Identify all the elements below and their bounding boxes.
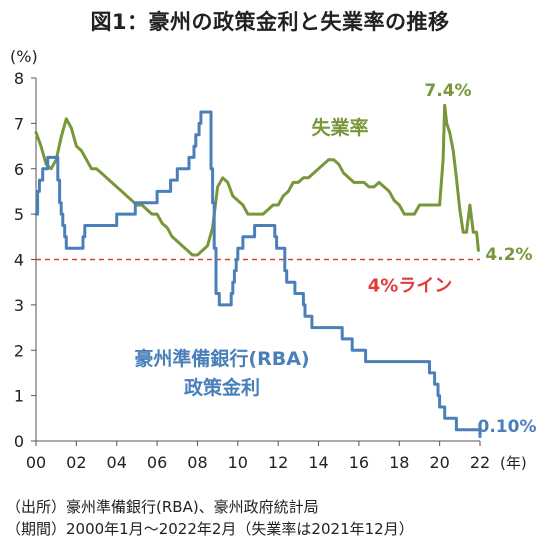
y-tick-label: 2 bbox=[14, 341, 24, 360]
x-tick-label: 18 bbox=[389, 453, 409, 472]
x-tick-label: 16 bbox=[349, 453, 369, 472]
y-unit-label: (%) bbox=[10, 47, 38, 66]
x-unit-label: (年) bbox=[500, 454, 527, 472]
source-note: （出所）豪州準備銀行(RBA)、豪州政府統計局 bbox=[6, 498, 319, 516]
x-tick-label: 08 bbox=[187, 453, 207, 472]
x-tick-label: 20 bbox=[429, 453, 449, 472]
x-tick-label: 04 bbox=[107, 453, 127, 472]
unemployment-end-label: 4.2% bbox=[485, 245, 532, 265]
annotations: 失業率 7.4% 4.2% 豪州準備銀行(RBA) 政策金利 0.10% bbox=[134, 81, 536, 437]
policy-series-label-line2: 政策金利 bbox=[184, 376, 260, 399]
reference-line-label: 4%ライン bbox=[368, 276, 453, 297]
period-note: （期間）2000年1月～2022年2月（失業率は2021年12月） bbox=[6, 520, 414, 538]
unemployment-series-label: 失業率 bbox=[311, 116, 368, 139]
policy-series-label-line1: 豪州準備銀行(RBA) bbox=[134, 347, 309, 370]
chart-title: 図1：豪州の政策金利と失業率の推移 bbox=[90, 10, 450, 34]
y-tick-label: 5 bbox=[14, 205, 24, 224]
y-tick-label: 0 bbox=[14, 432, 24, 451]
y-tick-label: 6 bbox=[14, 160, 24, 179]
y-tick-label: 3 bbox=[14, 296, 24, 315]
y-tick-label: 7 bbox=[14, 114, 24, 133]
unemployment-rate-line bbox=[34, 103, 480, 257]
x-tick-label: 06 bbox=[147, 453, 167, 472]
unemployment-peak-label: 7.4% bbox=[424, 81, 471, 101]
x-tick-label: 14 bbox=[308, 453, 328, 472]
series-lines bbox=[34, 103, 482, 438]
x-tick-label: 22 bbox=[470, 453, 490, 472]
policy-end-label: 0.10% bbox=[478, 417, 537, 437]
y-tick-label: 8 bbox=[14, 69, 24, 88]
policy-rate-line bbox=[34, 110, 482, 438]
x-tick-label: 12 bbox=[268, 453, 288, 472]
y-tick-label: 1 bbox=[14, 387, 24, 406]
reference-line-group: 4%ライン bbox=[36, 258, 480, 297]
x-tick-label: 10 bbox=[228, 453, 248, 472]
y-tick-label: 4 bbox=[14, 251, 24, 270]
x-tick-label: 02 bbox=[66, 453, 86, 472]
x-tick-label: 00 bbox=[26, 453, 46, 472]
